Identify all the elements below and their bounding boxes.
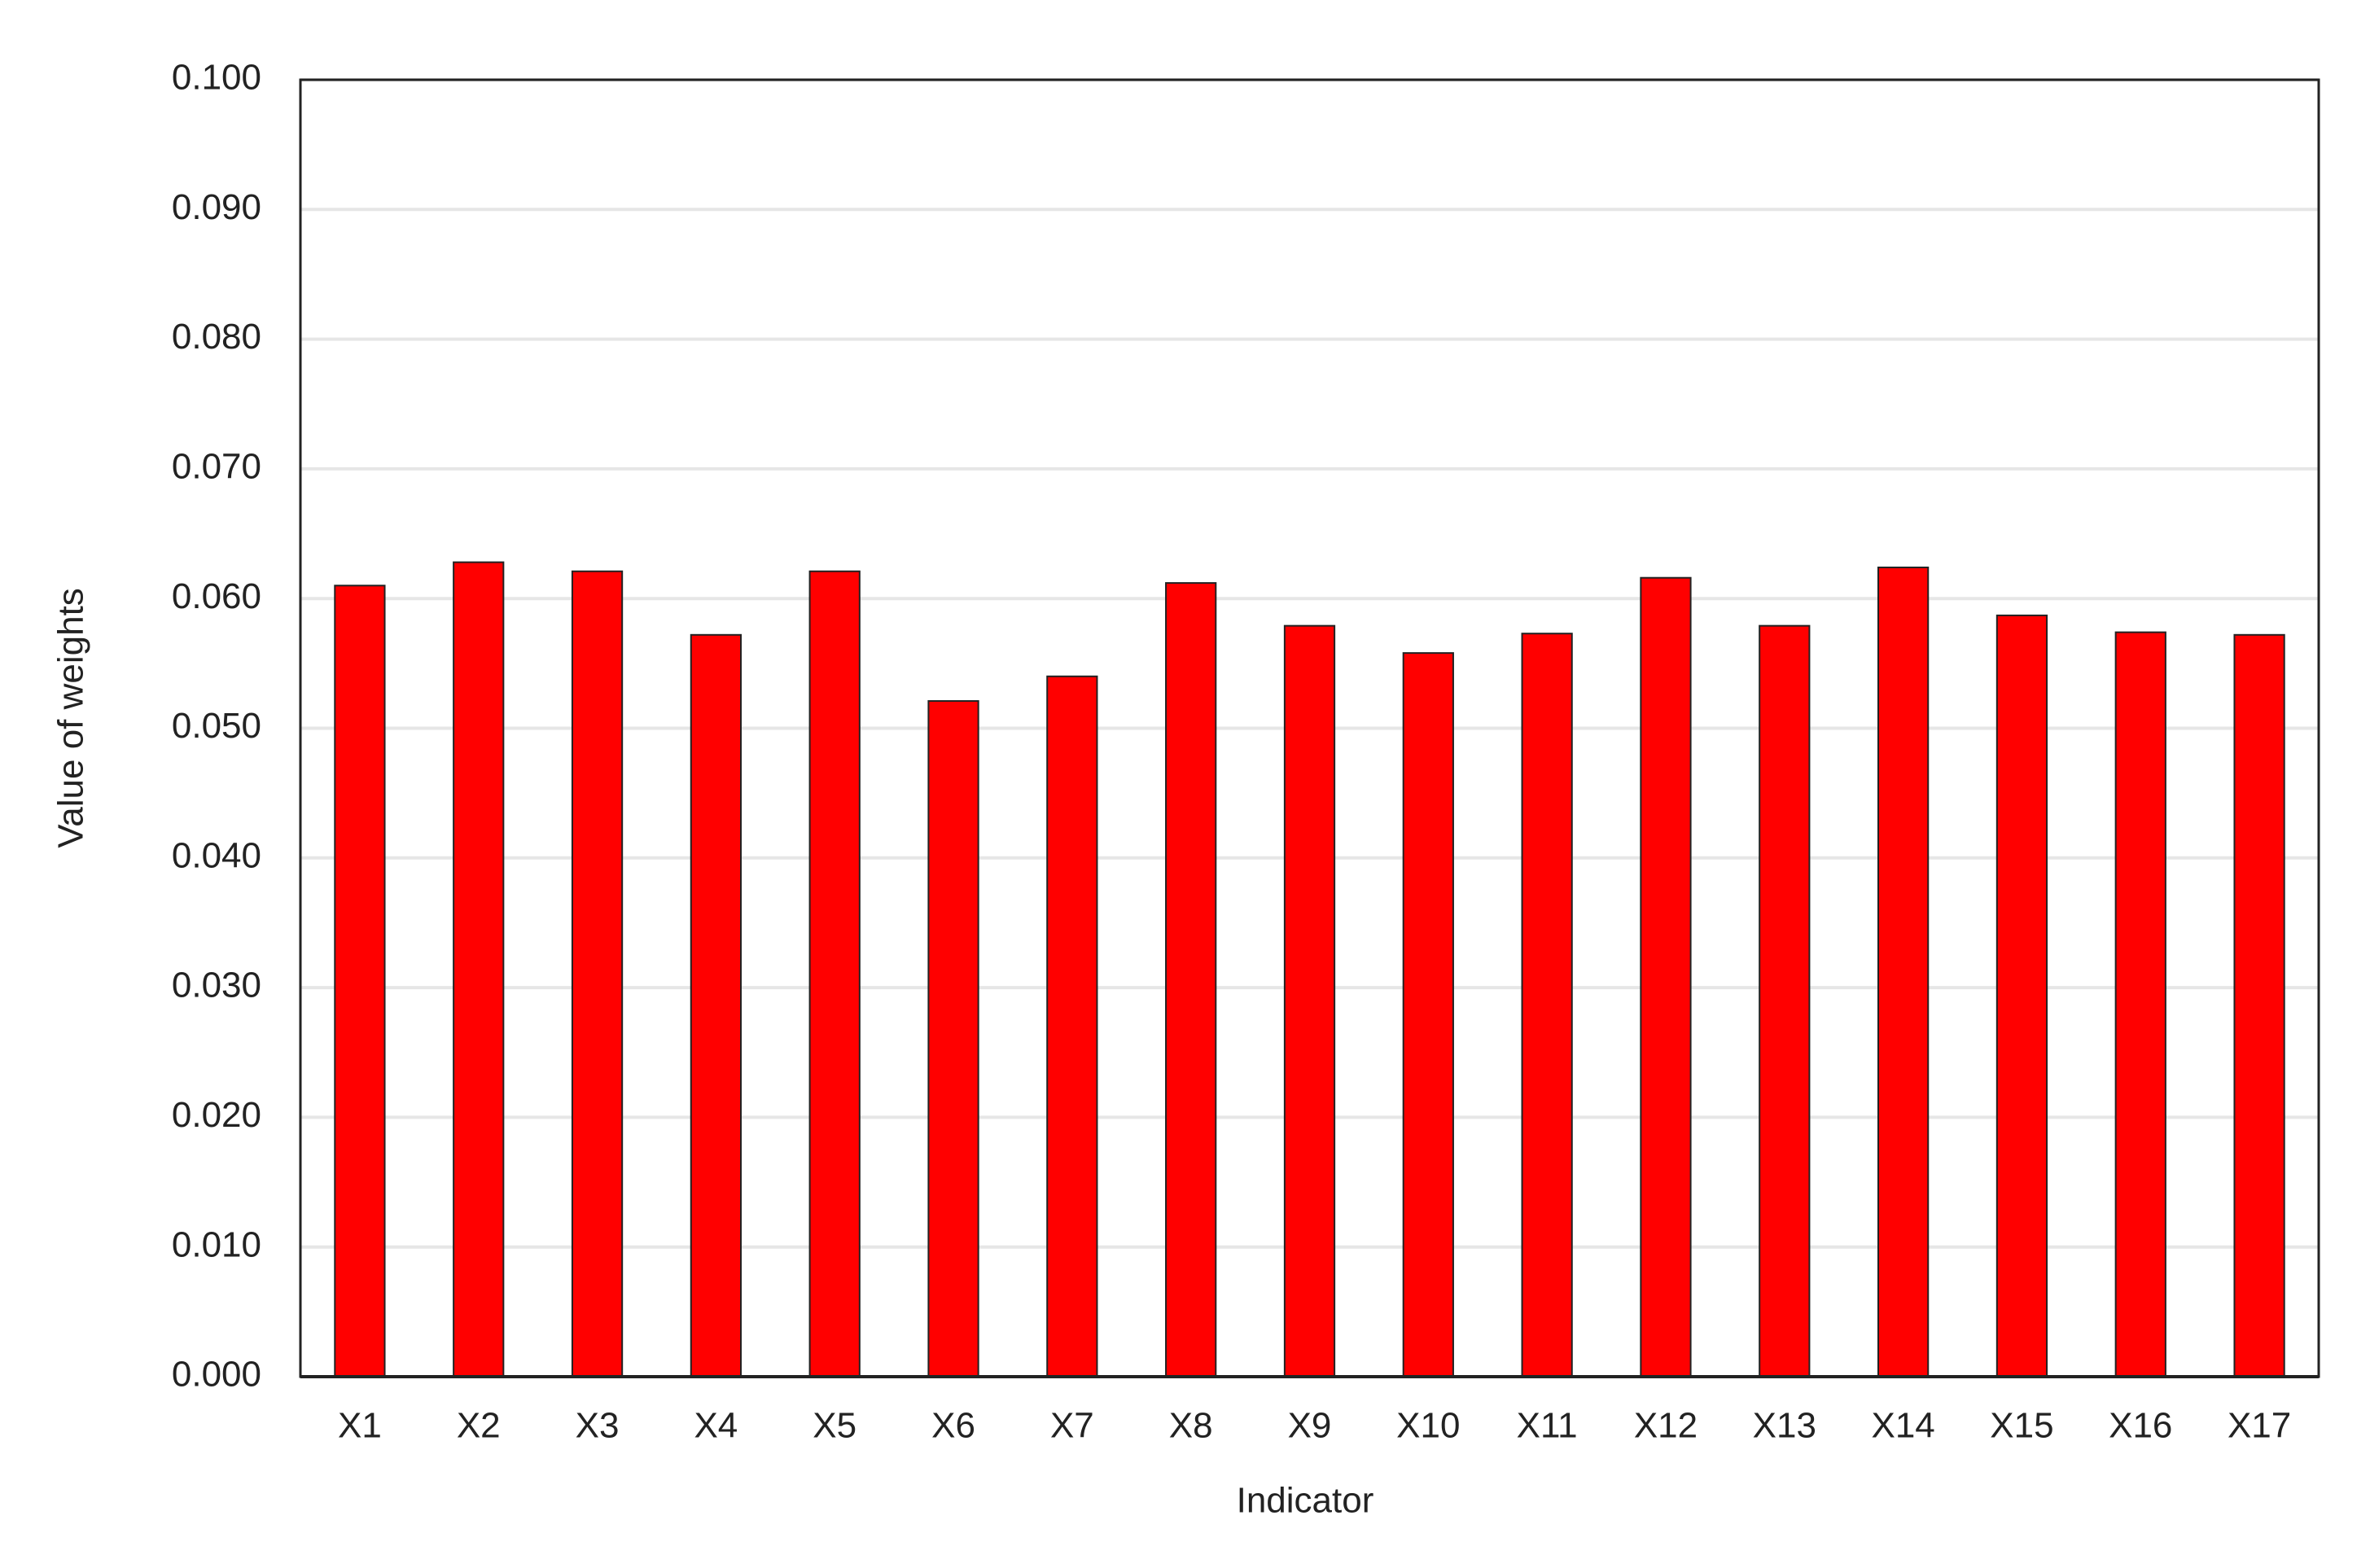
bar bbox=[1165, 582, 1217, 1377]
x-tick-label: X9 bbox=[1288, 1406, 1332, 1446]
x-tick-label: X3 bbox=[576, 1406, 620, 1446]
bar bbox=[2114, 631, 2166, 1377]
y-tick-label: 0.080 bbox=[172, 317, 261, 357]
bar bbox=[1759, 624, 1811, 1377]
y-tick-label: 0.070 bbox=[172, 447, 261, 487]
x-tick-label: X16 bbox=[2109, 1406, 2172, 1446]
x-tick-label: X11 bbox=[1517, 1406, 1578, 1446]
y-tick-label: 0.030 bbox=[172, 966, 261, 1005]
bar bbox=[1283, 624, 1336, 1377]
x-tick-label: X15 bbox=[1990, 1406, 2053, 1446]
x-tick-label: X2 bbox=[457, 1406, 501, 1446]
bar bbox=[690, 633, 743, 1377]
y-tick-label: 0.010 bbox=[172, 1224, 261, 1264]
bar bbox=[1046, 675, 1098, 1377]
bar bbox=[1640, 576, 1692, 1377]
x-tick-label: X8 bbox=[1169, 1406, 1213, 1446]
bar bbox=[1877, 566, 1930, 1377]
y-tick-label: 0.060 bbox=[172, 576, 261, 616]
y-tick-label: 0.040 bbox=[172, 835, 261, 875]
bar bbox=[571, 570, 624, 1377]
x-tick-label: X6 bbox=[931, 1406, 975, 1446]
bar bbox=[1402, 652, 1454, 1377]
y-tick-label: 0.050 bbox=[172, 706, 261, 746]
bar bbox=[334, 585, 386, 1377]
x-tick-label: X5 bbox=[813, 1406, 856, 1446]
bar bbox=[1995, 614, 2048, 1377]
bar bbox=[808, 570, 861, 1377]
bar bbox=[1521, 633, 1573, 1377]
x-tick-label: X4 bbox=[694, 1406, 738, 1446]
x-tick-label: X17 bbox=[2228, 1406, 2291, 1446]
x-tick-label: X7 bbox=[1050, 1406, 1094, 1446]
y-tick-label: 0.100 bbox=[172, 58, 261, 98]
bar bbox=[927, 700, 979, 1377]
bar bbox=[453, 561, 505, 1377]
y-axis-label: Value of weights bbox=[51, 588, 91, 848]
x-tick-label: X10 bbox=[1396, 1406, 1460, 1446]
x-axis-label: Indicator bbox=[1237, 1481, 1374, 1521]
x-tick-label: X14 bbox=[1871, 1406, 1934, 1446]
x-tick-label: X13 bbox=[1753, 1406, 1816, 1446]
bar bbox=[2233, 633, 2285, 1377]
y-tick-label: 0.000 bbox=[172, 1355, 261, 1395]
x-tick-label: X1 bbox=[338, 1406, 382, 1446]
y-tick-label: 0.090 bbox=[172, 187, 261, 227]
x-tick-label: X12 bbox=[1634, 1406, 1698, 1446]
y-tick-label: 0.020 bbox=[172, 1095, 261, 1135]
